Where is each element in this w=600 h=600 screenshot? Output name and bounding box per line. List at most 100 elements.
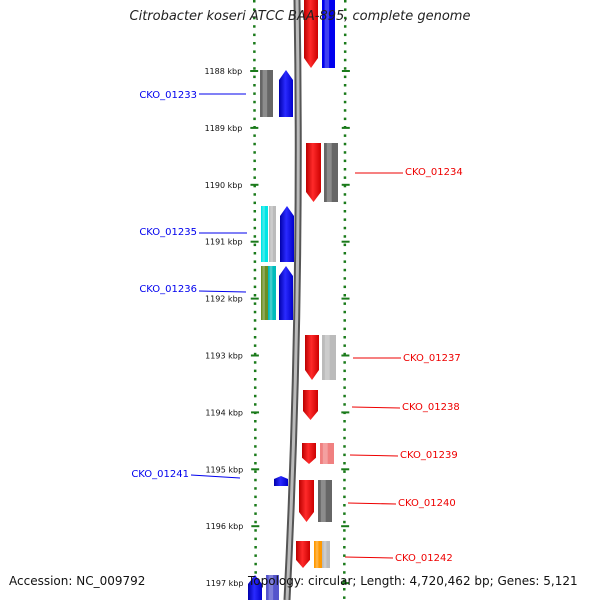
ruler-dot: [253, 336, 257, 339]
ruler-dot: [254, 495, 257, 499]
ruler-dot: [254, 453, 257, 457]
feature-box-cko-01235: [269, 206, 276, 262]
feature-box-cko-01235: [261, 206, 268, 262]
feature-box-cko-01236: [268, 266, 276, 320]
gene-label-leader: [351, 406, 401, 409]
ruler-dot: [254, 571, 257, 574]
ruler-dot: [253, 243, 257, 247]
ruler-dot: [253, 134, 256, 137]
ruler-tick-label: 1190 kbp: [205, 181, 243, 190]
ruler-dot: [343, 571, 346, 574]
ruler-dot: [343, 42, 347, 45]
ruler-dot: [343, 302, 346, 305]
feature-box-bottom-partial: [266, 575, 279, 600]
ruler-dot: [343, 369, 346, 373]
feature-box-cko-01239-shine: [322, 443, 328, 464]
gene-label-cko-01235: CKO_01235: [139, 227, 197, 238]
ruler-dot: [343, 310, 346, 314]
ruler-tick-label: 1194 kbp: [205, 408, 243, 417]
ruler-dot: [254, 546, 257, 549]
ruler-dot: [253, 67, 256, 70]
ruler-dot: [253, 42, 256, 45]
ruler-dot: [253, 193, 256, 196]
ruler-dot: [343, 386, 346, 389]
ruler-dot: [343, 453, 346, 457]
ruler-dot: [343, 504, 346, 507]
gene-arrow-cko-01233: [279, 70, 293, 117]
genome-title: Citrobacter koseri ATCC BAA-895, complet…: [129, 9, 471, 24]
gene-label-leader: [349, 454, 399, 457]
ruler-dot: [343, 268, 347, 272]
ruler-dot: [253, 268, 257, 272]
gene-arrow-cko-01236: [279, 266, 293, 320]
ruler-dot: [253, 352, 257, 356]
feature-box-cko-01234: [324, 143, 338, 202]
ruler-dot: [253, 201, 257, 205]
gene-arrow-cko-01234: [306, 143, 321, 202]
ruler-dot: [254, 537, 257, 541]
feature-box-cko-01242: [314, 541, 322, 568]
feature-box-top-partial-shine: [324, 0, 330, 68]
ruler-dot: [253, 176, 256, 179]
ruler-dot: [343, 336, 346, 339]
ruler-dot: [254, 487, 257, 490]
gene-label-cko-01237: CKO_01237: [403, 353, 461, 364]
ruler-dot: [343, 16, 347, 20]
ruler-dot: [253, 378, 257, 381]
ruler-dot: [343, 277, 347, 280]
ruler-dot: [253, 16, 256, 20]
ruler-dot: [253, 327, 257, 331]
feature-box-cko-01237-shine: [324, 335, 330, 380]
gene-label-cko-01234: CKO_01234: [405, 167, 463, 178]
topology-text: Topology: circular; Length: 4,720,462 bp…: [248, 574, 578, 588]
ruler-dot: [253, 210, 257, 213]
feature-box-cko-01242: [322, 541, 330, 568]
ruler-dot: [343, 394, 346, 398]
feature-box-cko-01239: [320, 443, 334, 464]
ruler-dot: [254, 470, 257, 473]
ruler-dot: [343, 520, 346, 524]
gene-label-leader: [344, 556, 394, 559]
ruler-dot: [253, 361, 257, 364]
ruler-dot: [343, 562, 346, 566]
gene-label-cko-01242: CKO_01242: [395, 553, 453, 564]
ruler-dot: [343, 33, 347, 37]
ruler-dot: [343, 218, 347, 221]
ruler-dot: [253, 58, 256, 62]
ruler-tick-label: 1195 kbp: [205, 465, 243, 474]
ruler-dot: [253, 252, 257, 255]
ruler-dot: [253, 50, 256, 53]
ruler-dot: [253, 33, 256, 37]
ruler-dot: [343, 596, 346, 599]
ruler-dot: [254, 445, 257, 448]
ruler-dot: [254, 403, 257, 406]
ruler-dot: [254, 420, 257, 423]
ruler-dot: [343, 100, 347, 104]
ruler-dot: [253, 0, 256, 3]
ruler-tick-label: 1191 kbp: [205, 238, 243, 247]
ruler-dot: [253, 302, 257, 305]
gene-arrow-cko-01242: [296, 541, 310, 568]
ruler-dot: [343, 92, 347, 95]
ruler-dot: [343, 25, 347, 28]
ruler-dot: [253, 260, 257, 263]
ruler-dot: [343, 428, 346, 431]
feature-box-cko-01233-shine: [262, 70, 268, 117]
feature-box-cko-01235-shine: [270, 206, 273, 262]
ruler-dot: [254, 478, 257, 482]
feature-box-bottom-partial-shine: [268, 575, 274, 600]
ruler-dot: [343, 84, 347, 87]
ruler-dot: [343, 478, 346, 482]
gene-label-cko-01241: CKO_01241: [131, 469, 189, 480]
feature-box-top-partial: [322, 0, 335, 68]
ruler-dot: [253, 285, 257, 289]
feature-box-cko-01233: [260, 70, 273, 117]
ruler-dot: [343, 159, 347, 163]
ruler-tick-label: 1188 kbp: [204, 67, 242, 76]
ruler-dot: [343, 378, 346, 381]
ruler-dot: [253, 184, 256, 188]
ruler-dot: [344, 0, 347, 3]
ruler-dot: [343, 243, 347, 247]
ruler-dot: [343, 285, 347, 289]
